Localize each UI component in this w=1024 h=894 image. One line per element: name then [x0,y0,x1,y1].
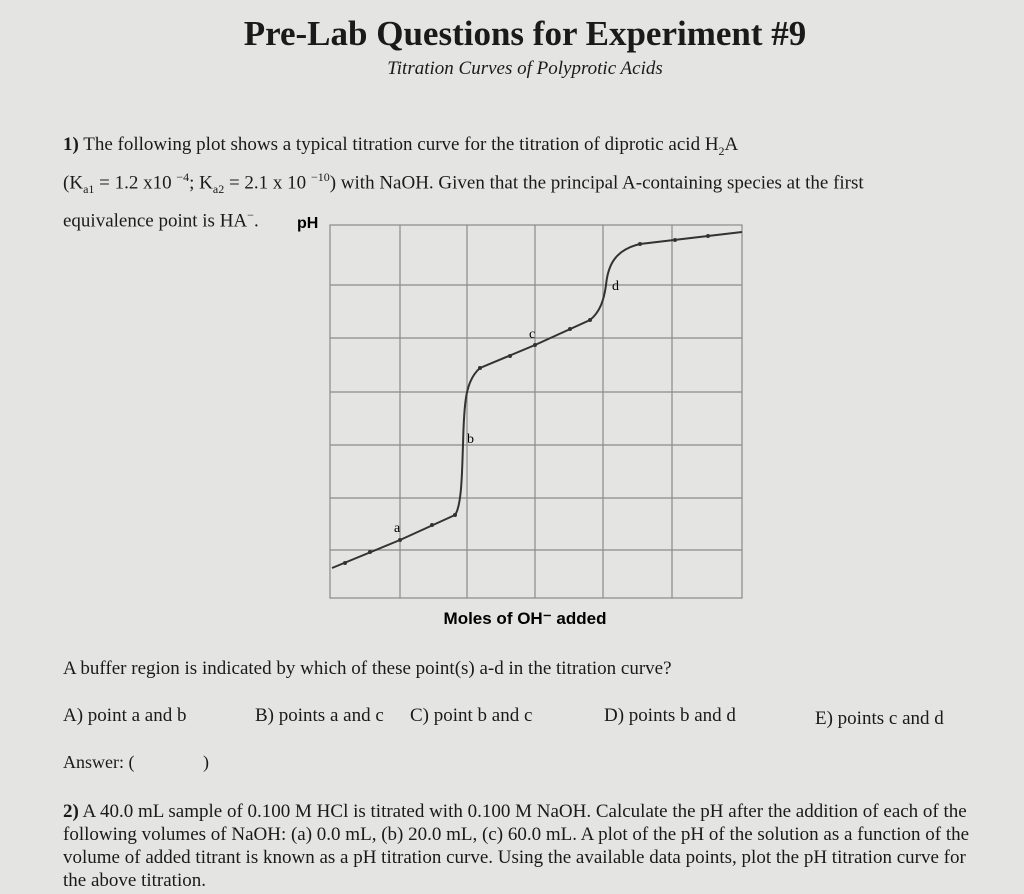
prompt: A buffer region is indicated by which of… [63,658,672,679]
choice[interactable]: B) points a and c [255,705,384,726]
question-1-text: 1) The following plot shows a typical ti… [63,132,864,234]
superscript: − [247,207,254,222]
mark [368,550,372,554]
subscript: a1 [83,181,95,196]
mark [478,366,482,370]
question-2-text: 2) A 40.0 mL sample of 0.100 M HCl is ti… [63,800,988,892]
titration-figure: pH Moles of OH⁻ added a b c d [297,215,743,628]
title: Pre-Lab Questions for Experiment #9 [243,14,807,53]
point-label: a [394,521,401,536]
text: A 40.0 mL sample of 0.100 M HCl is titra… [63,801,970,891]
text: . [253,210,259,232]
mark [398,538,402,542]
question-number: 2) [63,801,79,822]
text: The following plot shows a typical titra… [83,134,719,155]
point-label: b [467,432,474,447]
answer-open: Answer: ( [63,752,135,772]
mark [673,238,677,242]
choice[interactable]: A) point a and b [63,705,187,726]
mark [588,318,592,322]
mark [568,327,572,331]
grid-lines [330,225,742,598]
mark [453,513,457,517]
mark [533,343,537,347]
text: = 1.2 x10 [94,172,177,194]
superscript: −10 [310,169,330,184]
mark [508,354,512,358]
grid [329,224,743,599]
text: (K [63,172,84,194]
mark [343,561,347,565]
curve-dots [343,234,710,565]
point-label: d [612,279,619,294]
subtitle: Titration Curves of Polyprotic Acids [387,58,663,79]
mark [430,523,434,527]
text: ) with NaOH. Given that the principal A-… [329,172,864,194]
superscript: −4 [176,169,190,184]
subscript: 2 [718,143,725,158]
choice[interactable]: D) points b and d [604,705,736,726]
plot-frame [329,224,743,599]
question-number: 1) [63,134,79,155]
mark [706,234,710,238]
choice[interactable]: E) points c and d [815,708,944,729]
y-axis-label: pH [297,215,318,232]
text: ; K [189,172,213,194]
choice[interactable]: C) point b and c [410,705,533,726]
point-label: c [529,327,535,342]
subscript: a2 [212,181,225,196]
mark [638,242,642,246]
text: A [724,134,739,155]
text: = 2.1 x 10 [224,172,311,194]
titration-curve [331,231,743,569]
x-axis-label: Moles of OH⁻ added [444,609,607,628]
answer-close: ) [203,752,209,772]
text: equivalence point is HA [63,210,248,232]
